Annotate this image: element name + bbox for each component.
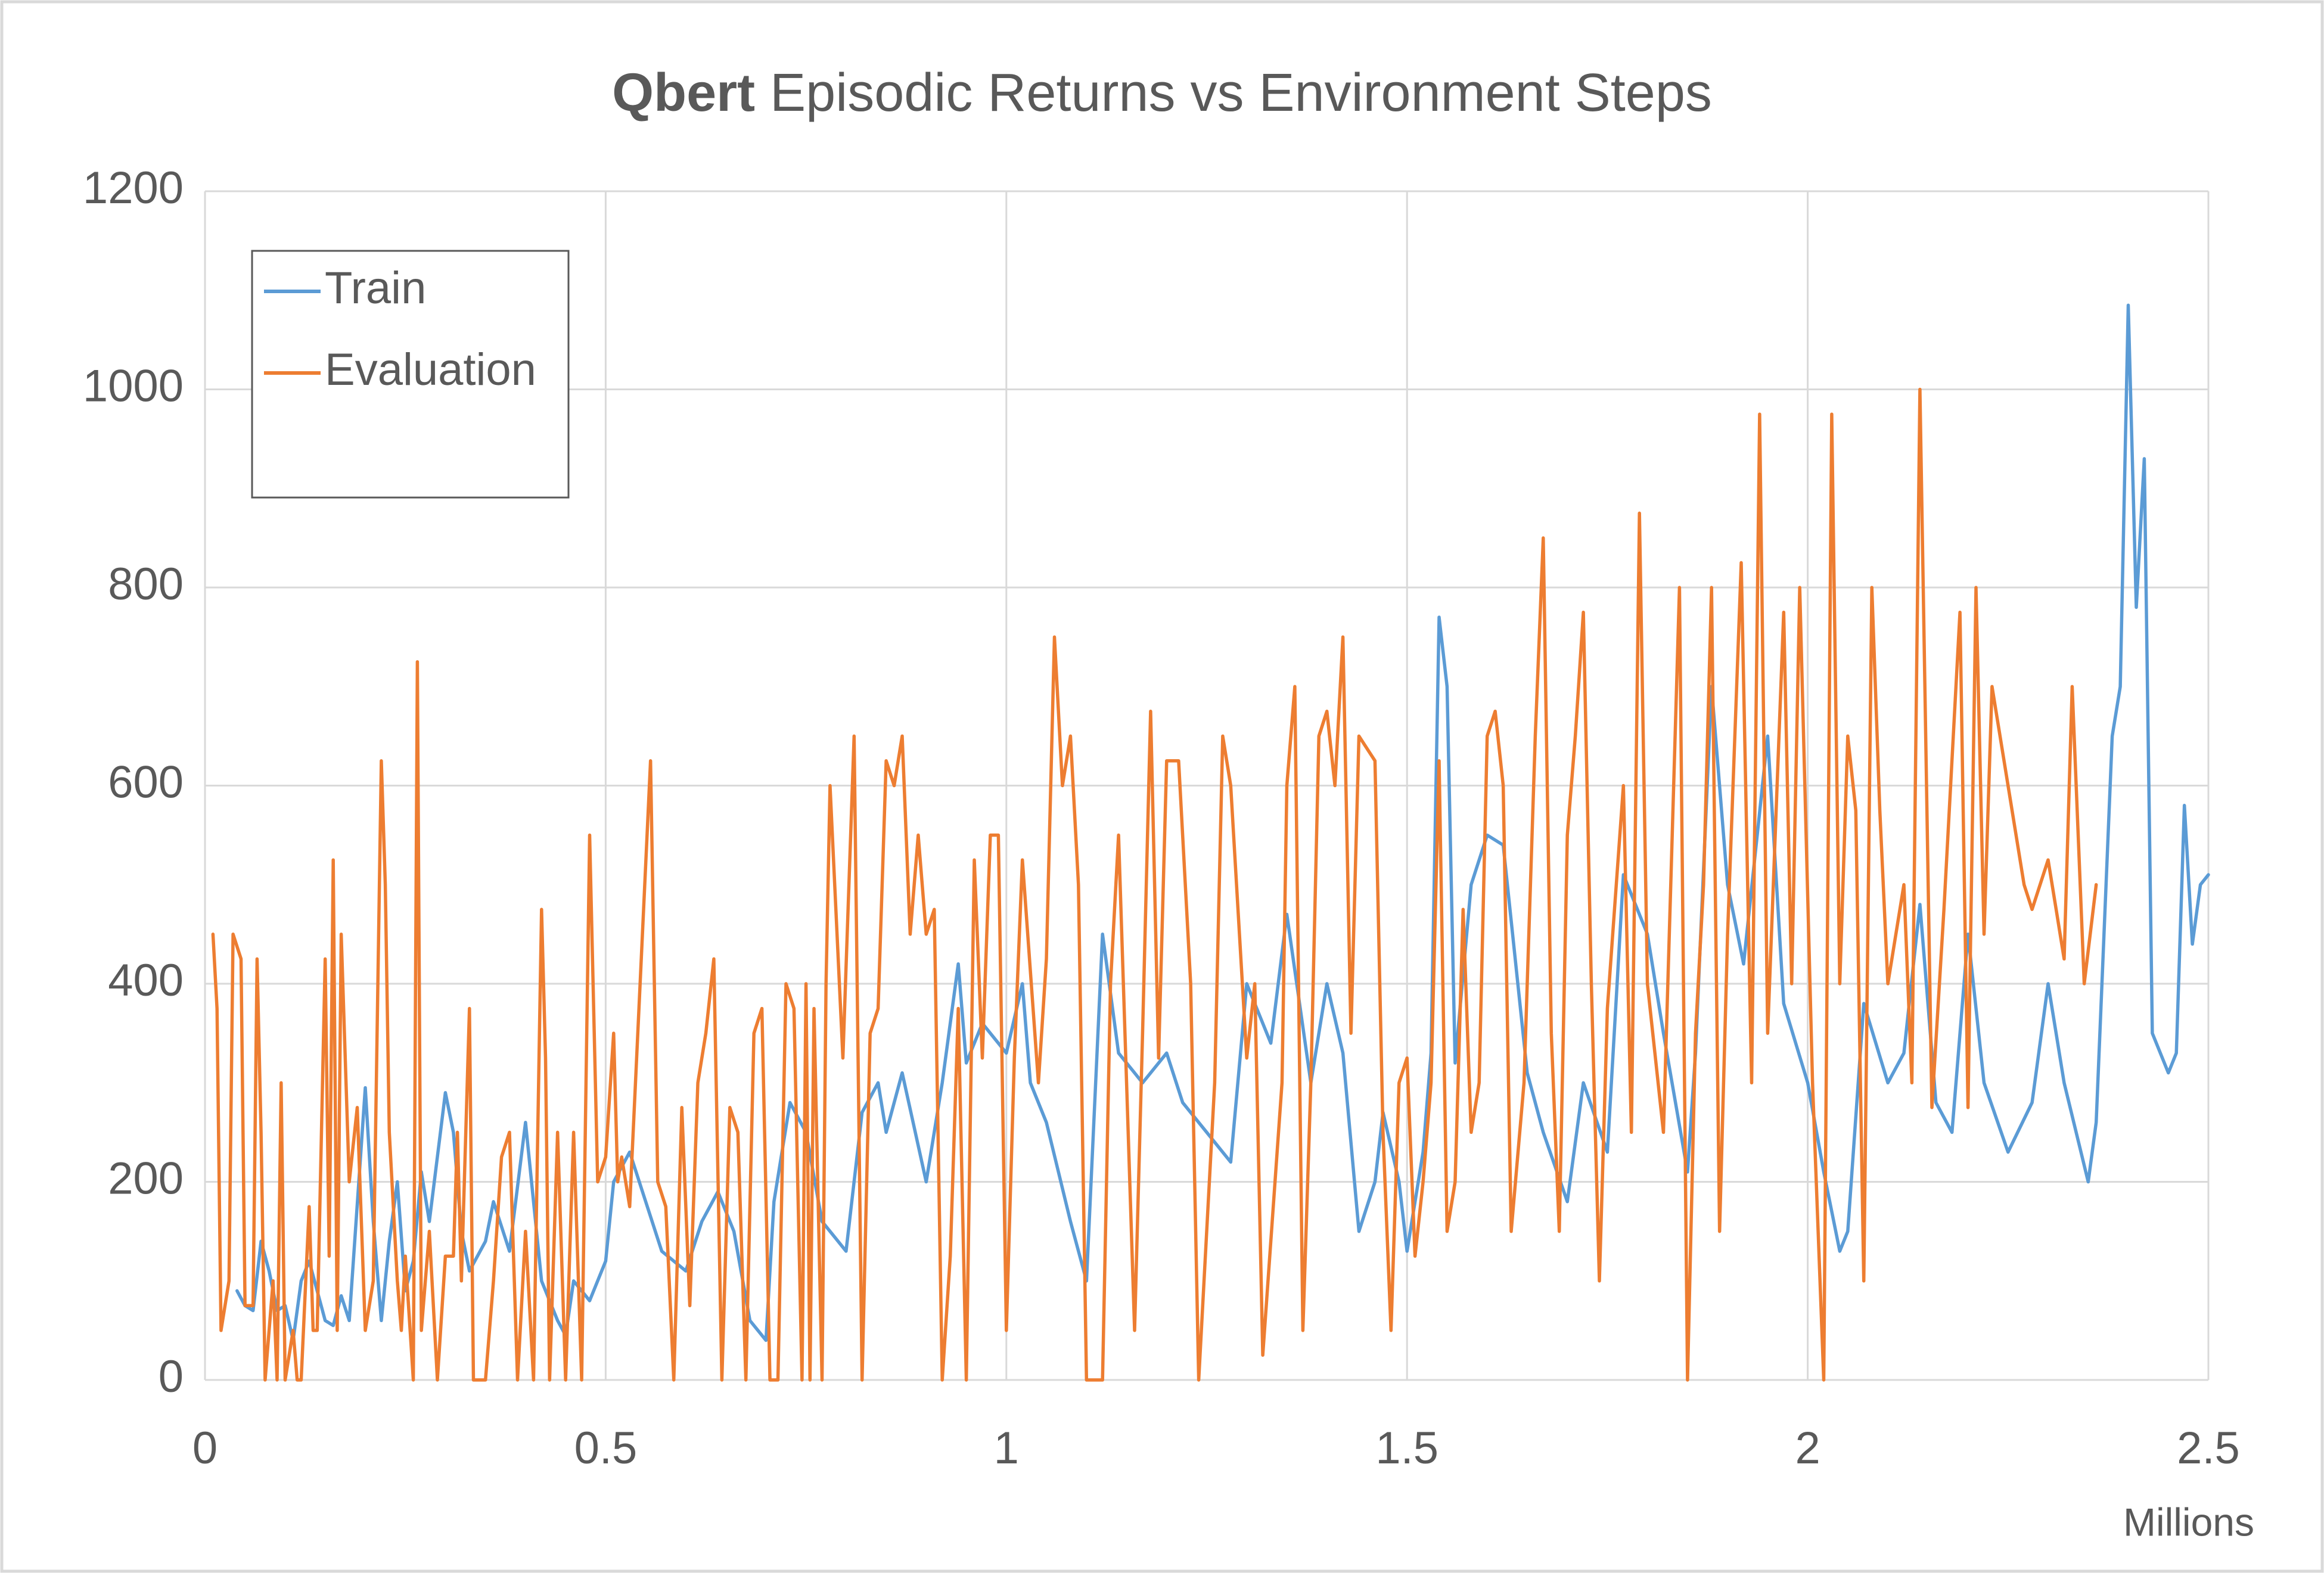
x-unit-label: Millions <box>2123 1500 2254 1544</box>
series-line <box>211 387 2098 1382</box>
y-tick-label: 1200 <box>83 163 184 213</box>
y-tick-label: 0 <box>159 1351 184 1402</box>
y-tick-label: 800 <box>108 559 184 610</box>
y-tick-label: 1000 <box>83 361 184 412</box>
series-line <box>235 303 2210 1342</box>
title-text: Episodic Returns vs Environment Steps <box>770 63 1712 123</box>
x-tick-label: 2 <box>1795 1423 1820 1473</box>
x-tick-label: 0.5 <box>574 1423 638 1473</box>
x-tick-label: 0 <box>192 1423 218 1473</box>
x-tick-label: 2.5 <box>2177 1423 2240 1473</box>
title-emphasis: Qbert <box>612 63 755 123</box>
legend: Train Evaluation <box>251 250 570 499</box>
y-tick-label: 600 <box>108 757 184 808</box>
y-tick-label: 400 <box>108 955 184 1006</box>
plot-area <box>211 303 2210 1382</box>
x-tick-label: 1 <box>994 1423 1019 1473</box>
legend-label: Evaluation <box>325 344 536 395</box>
y-tick-label: 200 <box>108 1154 184 1204</box>
x-tick-label: 1.5 <box>1375 1423 1438 1473</box>
legend-label: Train <box>325 263 426 313</box>
chart-title: Qbert Episodic Returns vs Environment St… <box>612 63 1712 123</box>
